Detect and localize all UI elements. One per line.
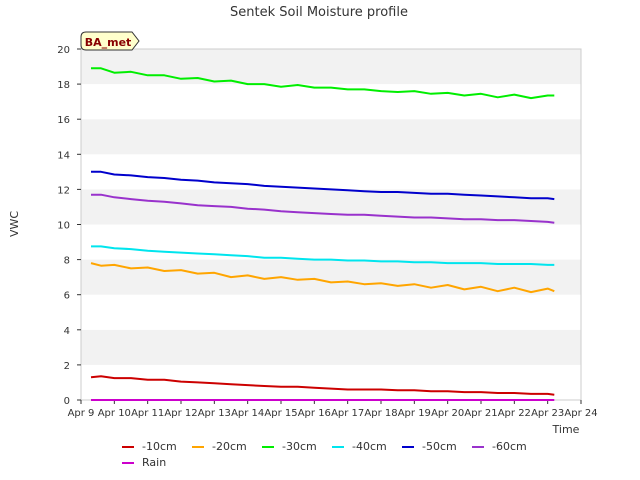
legend-label: -60cm xyxy=(492,440,527,453)
y-tick-label: 4 xyxy=(64,326,70,337)
grid-band xyxy=(81,49,581,85)
x-tick-label: Apr 12 xyxy=(164,408,197,419)
grid-band xyxy=(81,294,581,330)
legend-label: -20cm xyxy=(212,440,247,453)
grid-band xyxy=(81,189,581,225)
x-tick-label: Apr 17 xyxy=(331,408,364,419)
y-tick-label: 12 xyxy=(57,185,70,196)
y-tick-label: 2 xyxy=(64,361,70,372)
series-lines xyxy=(90,67,555,401)
series-line-60cm xyxy=(91,193,555,224)
y-tick-label: 18 xyxy=(57,80,70,91)
y-axis-label: VWC xyxy=(8,211,21,237)
legend-label: -30cm xyxy=(282,440,317,453)
x-tick-label: Apr 9 xyxy=(68,408,95,419)
grid-band xyxy=(81,224,581,260)
x-tick-label: Apr 19 xyxy=(398,408,431,419)
x-tick-label: Apr 13 xyxy=(198,408,231,419)
series-line-30cm xyxy=(91,67,555,100)
x-tick-label: Apr 14 xyxy=(231,408,264,419)
x-tick-label: Apr 16 xyxy=(298,408,331,419)
y-tick-label: 0 xyxy=(64,396,70,407)
x-axis-label: Time xyxy=(552,423,580,436)
x-tick-label: Apr 15 xyxy=(264,408,297,419)
y-tick-label: 16 xyxy=(57,115,70,126)
x-tick-label: Apr 21 xyxy=(464,408,497,419)
series-line-40cm xyxy=(91,245,555,266)
grid-band xyxy=(81,364,581,400)
x-axis-ticks: Apr 9 Apr 10 Apr 11 Apr 12 Apr 13 Apr 14 Apr 1… xyxy=(68,400,598,419)
series-line-50cm xyxy=(91,170,555,201)
x-tick-label: Apr 11 xyxy=(131,408,164,419)
annotation-badge-shape xyxy=(80,31,140,51)
legend: -10cm -20cm -30cm -40cm -50cm -60cm Rain xyxy=(122,440,527,469)
y-tick-label: 20 xyxy=(57,45,70,56)
annotation-badge: BA_met xyxy=(80,31,140,51)
legend-label: -10cm xyxy=(142,440,177,453)
legend-label: -40cm xyxy=(352,440,387,453)
x-tick-label: Apr 23 xyxy=(531,408,564,419)
y-tick-label: 14 xyxy=(57,150,70,161)
grid-band xyxy=(81,154,581,190)
series-line-10cm xyxy=(90,375,555,396)
annotation-badge-text: BA_met xyxy=(85,36,132,49)
series-line-20cm xyxy=(90,262,555,294)
x-tick-label: Apr 24 xyxy=(564,408,597,419)
y-tick-label: 10 xyxy=(57,221,70,232)
x-tick-label: Apr 18 xyxy=(364,408,397,419)
grid-band xyxy=(81,329,581,365)
grid-band xyxy=(81,84,581,120)
grid-band xyxy=(81,259,581,295)
grid-band xyxy=(81,119,581,155)
legend-label: Rain xyxy=(142,456,166,469)
grid-bands xyxy=(81,49,581,400)
legend-label: -50cm xyxy=(422,440,457,453)
chart-title: Sentek Soil Moisture profile xyxy=(230,5,408,20)
x-tick-label: Apr 10 xyxy=(98,408,131,419)
x-tick-label: Apr 22 xyxy=(498,408,531,419)
y-tick-label: 6 xyxy=(64,291,70,302)
x-tick-label: Apr 20 xyxy=(431,408,464,419)
y-axis-ticks: 0 2 4 6 8 10 12 14 16 18 20 xyxy=(57,45,81,407)
y-tick-label: 8 xyxy=(64,256,70,267)
